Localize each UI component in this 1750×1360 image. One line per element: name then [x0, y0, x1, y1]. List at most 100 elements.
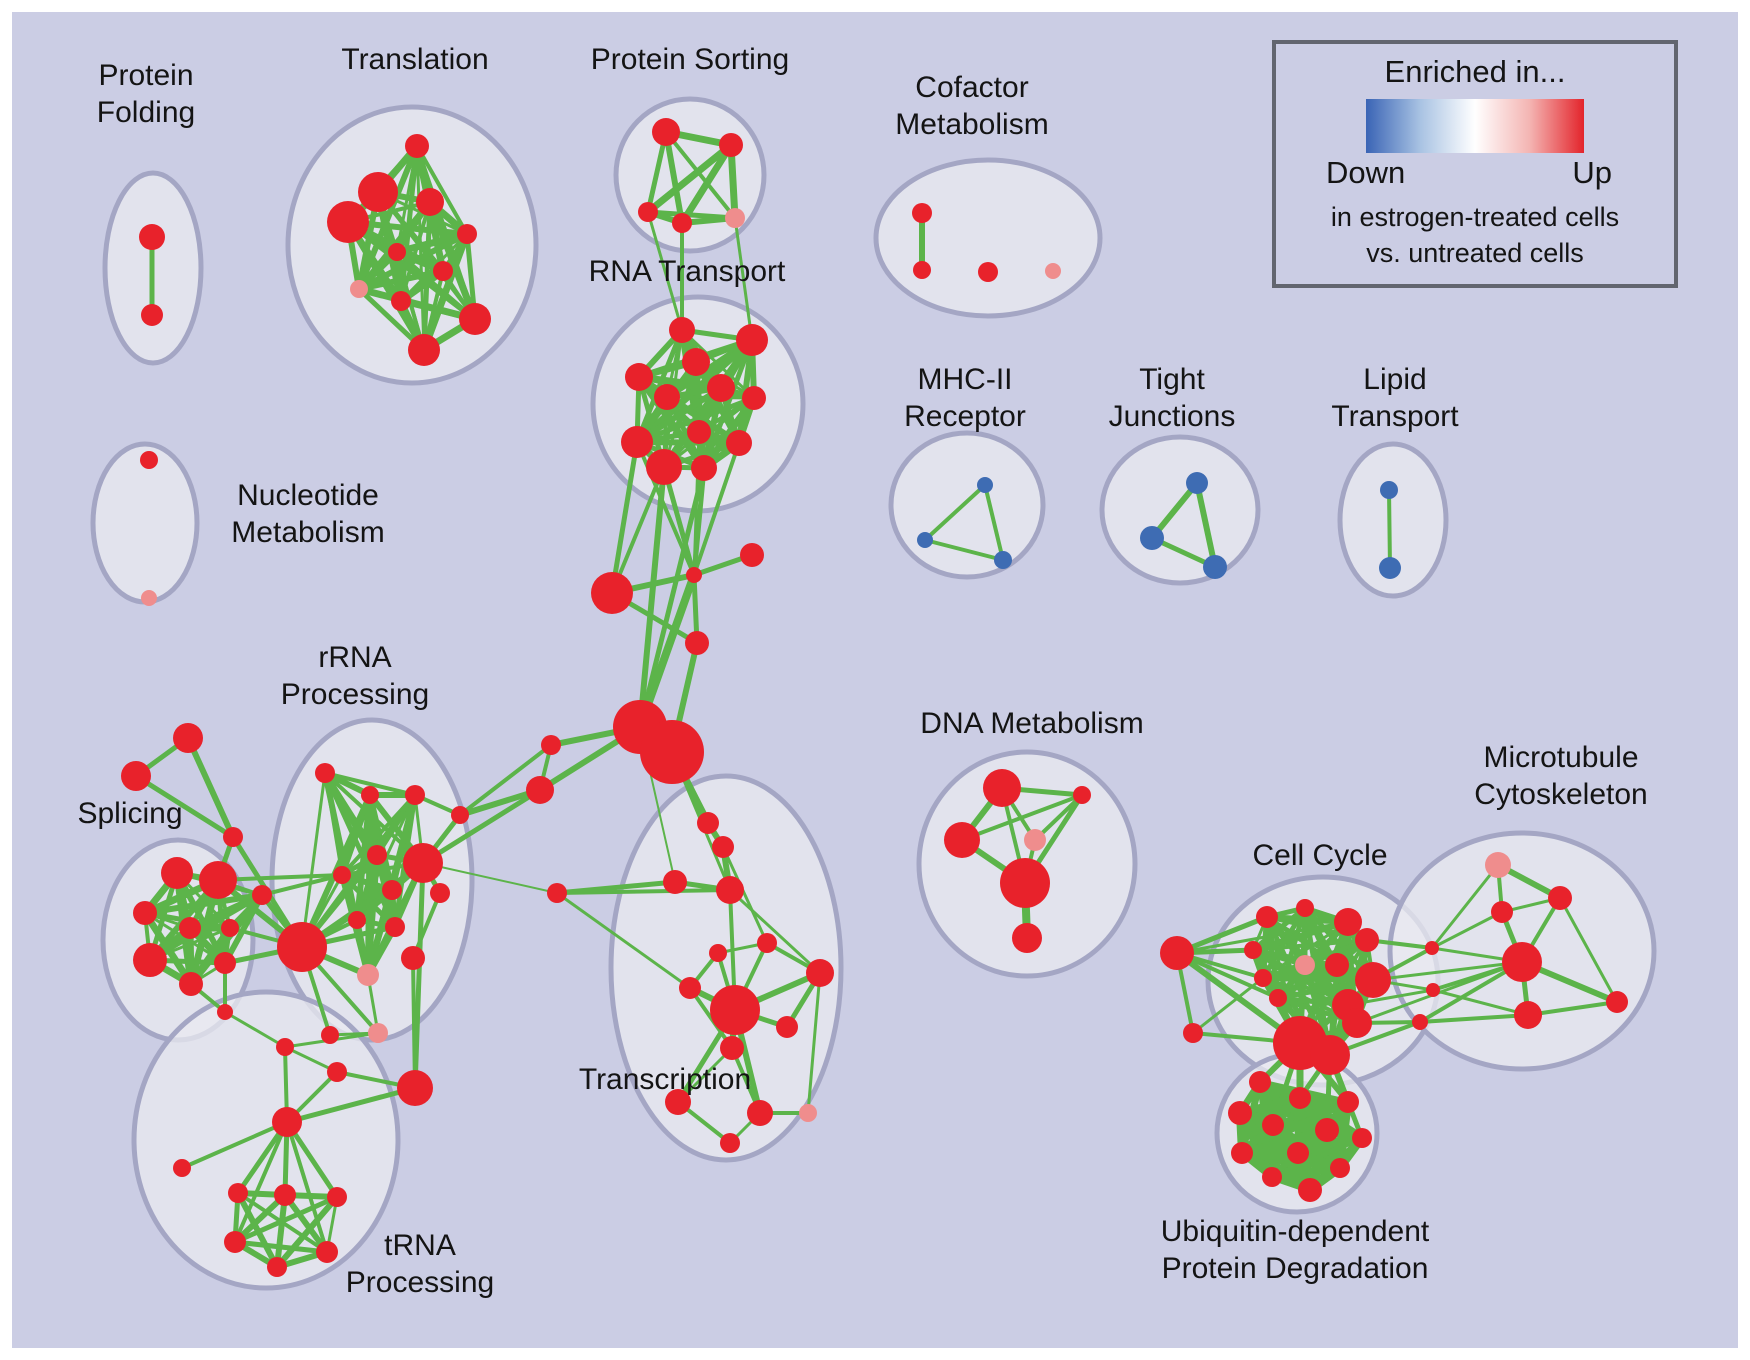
edge — [422, 862, 558, 894]
edge — [806, 971, 822, 1115]
node-nm2 — [141, 590, 157, 606]
node-cc2 — [1256, 906, 1278, 928]
node-tn1 — [173, 1159, 191, 1177]
node-cm2 — [913, 261, 931, 279]
cluster-ellipse-tight-junctions — [1099, 434, 1261, 586]
node-dn2 — [1073, 786, 1091, 804]
legend-gradient-bar — [1366, 99, 1584, 153]
legend-caption: in estrogen-treated cells vs. untreated … — [1330, 202, 1620, 269]
edge — [1191, 976, 1265, 1035]
edge — [1251, 938, 1369, 952]
node-ps5 — [725, 208, 745, 228]
edge — [1387, 488, 1392, 570]
node-tn5 — [224, 1231, 246, 1253]
node-sp9 — [214, 952, 236, 974]
node-rt12 — [691, 455, 717, 481]
edge — [960, 793, 1084, 842]
node-cm3 — [978, 262, 998, 282]
legend: Enriched in... Down Up in estrogen-treat… — [1272, 40, 1678, 288]
node-rt8 — [621, 426, 653, 458]
nodes-layer — [121, 118, 1628, 1277]
edge — [356, 268, 446, 292]
edge — [983, 483, 1005, 562]
edge — [1175, 951, 1280, 1000]
node-dn1 — [983, 769, 1021, 807]
node-rr13 — [401, 946, 425, 970]
node-rr2 — [361, 786, 379, 804]
node-rr12 — [430, 883, 450, 903]
node-mh2 — [917, 532, 933, 548]
edge — [412, 860, 426, 1091]
node-tx10 — [710, 985, 760, 1035]
edge — [365, 852, 380, 978]
node-s2 — [526, 776, 554, 804]
node-tr2 — [358, 172, 398, 212]
edge — [1260, 975, 1376, 983]
legend-up-label: Up — [1572, 155, 1612, 190]
edge — [180, 1120, 289, 1170]
node-dn4 — [1024, 829, 1046, 851]
edge — [216, 873, 344, 882]
edge — [458, 743, 553, 817]
node-rr9 — [277, 922, 327, 972]
edge — [223, 1010, 287, 1049]
node-cc5 — [1355, 928, 1379, 952]
node-cm1 — [912, 203, 932, 223]
edge — [1431, 988, 1530, 1017]
edge — [274, 1192, 288, 1270]
node-ov2 — [1426, 983, 1440, 997]
edge — [285, 1120, 329, 1254]
node-tx9 — [806, 959, 834, 987]
node-st3 — [223, 827, 243, 847]
node-tx14 — [747, 1100, 773, 1126]
node-tx6 — [709, 944, 727, 962]
node-bg2 — [397, 1070, 433, 1106]
node-tx5 — [547, 883, 567, 903]
node-mt5 — [1606, 991, 1628, 1013]
node-ub2 — [1289, 1087, 1311, 1109]
edge — [233, 1120, 289, 1244]
node-rr1 — [315, 763, 335, 783]
edge — [1418, 1013, 1530, 1024]
node-tn2 — [228, 1183, 248, 1203]
node-mh1 — [977, 477, 993, 493]
node-tn7 — [267, 1257, 287, 1277]
node-ub5 — [1262, 1114, 1284, 1136]
node-tx1 — [697, 812, 719, 834]
node-ov1 — [1425, 941, 1439, 955]
node-ub7 — [1352, 1128, 1372, 1148]
node-tr6 — [388, 243, 406, 261]
edge — [555, 891, 692, 990]
legend-title: Enriched in... — [1384, 54, 1566, 89]
edge — [646, 210, 684, 332]
node-ub9 — [1287, 1142, 1309, 1164]
legend-scale-row: Down Up — [1276, 153, 1674, 191]
node-mh3 — [994, 551, 1012, 569]
node-cc8 — [1254, 969, 1272, 987]
node-ps2 — [719, 133, 743, 157]
edge — [721, 845, 769, 945]
node-tx13 — [665, 1089, 691, 1115]
node-tr9 — [391, 291, 411, 311]
node-tr7 — [433, 261, 453, 281]
edge — [1430, 910, 1504, 950]
node-tn6 — [316, 1241, 338, 1263]
node-tr4 — [327, 201, 369, 243]
node-s1 — [541, 735, 561, 755]
edge — [420, 787, 543, 866]
node-dn5 — [1000, 858, 1050, 908]
node-rt9 — [687, 420, 711, 444]
node-cx1 — [686, 567, 702, 583]
cluster-ellipse-transcription — [608, 773, 844, 1163]
node-rr4 — [367, 845, 387, 865]
node-cc9 — [1325, 953, 1349, 977]
node-cx2 — [591, 572, 633, 614]
node-cc3 — [1296, 899, 1314, 917]
node-rr10 — [357, 964, 379, 986]
edge — [1268, 1164, 1344, 1181]
node-st1 — [173, 723, 203, 753]
edge — [610, 465, 666, 595]
node-rt2 — [736, 324, 768, 356]
node-st2 — [121, 761, 151, 791]
edge — [1526, 1000, 1619, 1017]
